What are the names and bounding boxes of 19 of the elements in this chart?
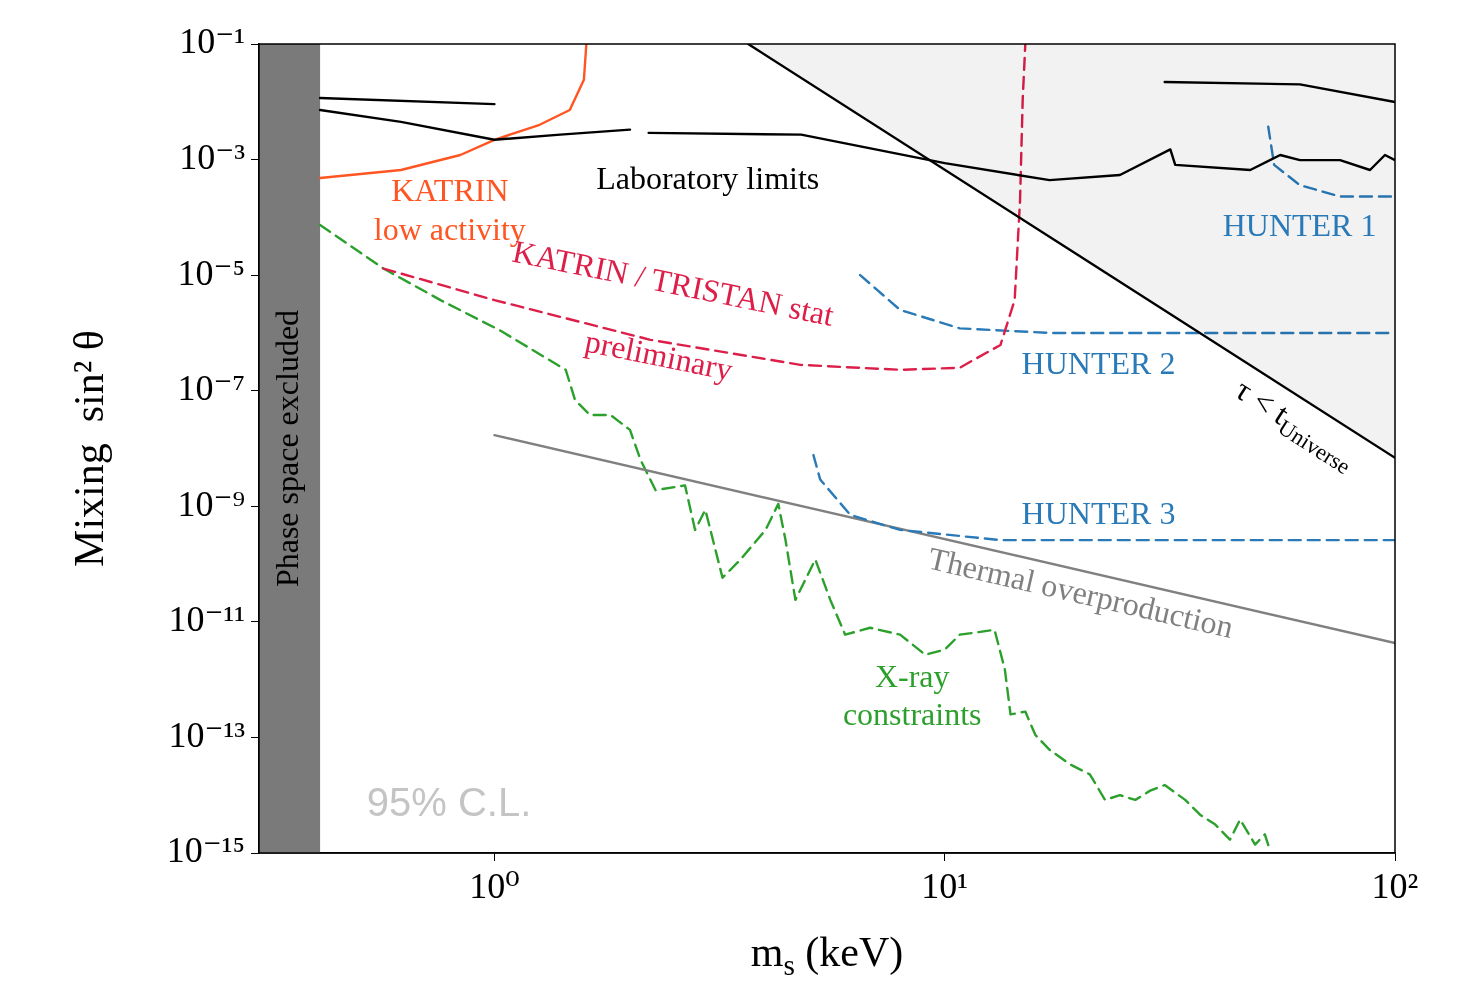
x-tick-label: 10¹ xyxy=(921,866,969,907)
series-label: HUNTER 1 xyxy=(1222,207,1377,244)
y-tick-label: 10⁻¹¹ xyxy=(168,599,245,640)
y-tick-label: 10⁻⁹ xyxy=(177,483,245,524)
y-tick-label: 10⁻⁷ xyxy=(177,368,245,409)
y-tick-label: 10⁻¹⁵ xyxy=(166,830,245,871)
y-tick-label: 10⁻¹³ xyxy=(168,714,246,755)
y-tick-label: 10⁻¹ xyxy=(179,21,245,62)
series-label: Laboratory limits xyxy=(596,160,820,197)
x-tick-label: 10⁰ xyxy=(469,866,520,907)
y-axis-title: Mixing sin² θ xyxy=(66,330,113,567)
y-tick-label: 10⁻³ xyxy=(179,137,246,178)
series-label: HUNTER 2 xyxy=(1021,345,1176,382)
series-label: X-ray constraints xyxy=(842,657,982,733)
band-label: Phase space excluded xyxy=(268,309,305,588)
y-tick-label: 10⁻⁵ xyxy=(177,252,245,293)
x-tick-label: 10² xyxy=(1371,866,1419,907)
annotation: 95% C.L. xyxy=(366,780,532,825)
series-label: HUNTER 3 xyxy=(1021,495,1176,532)
